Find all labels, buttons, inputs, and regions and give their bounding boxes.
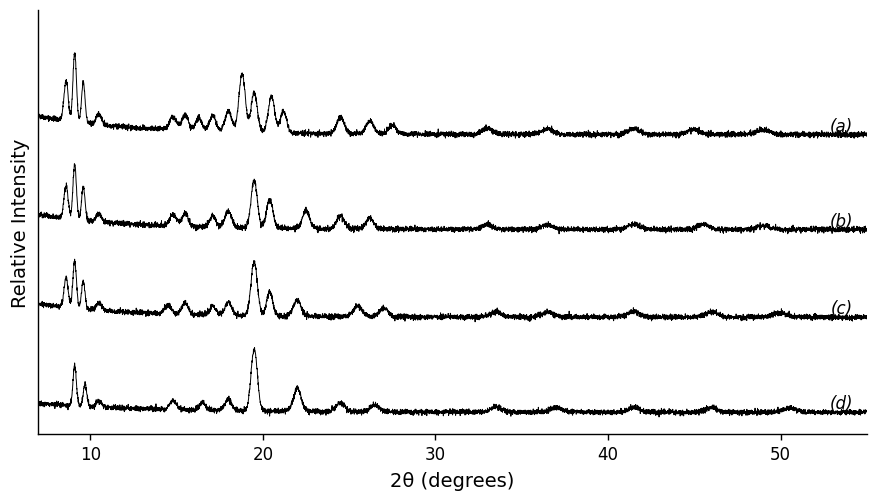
Text: (a): (a) (829, 117, 852, 135)
Text: (c): (c) (830, 300, 852, 318)
Text: (b): (b) (829, 212, 852, 230)
Y-axis label: Relative Intensity: Relative Intensity (11, 138, 30, 307)
X-axis label: 2θ (degrees): 2θ (degrees) (390, 471, 514, 490)
Text: (d): (d) (829, 395, 852, 413)
